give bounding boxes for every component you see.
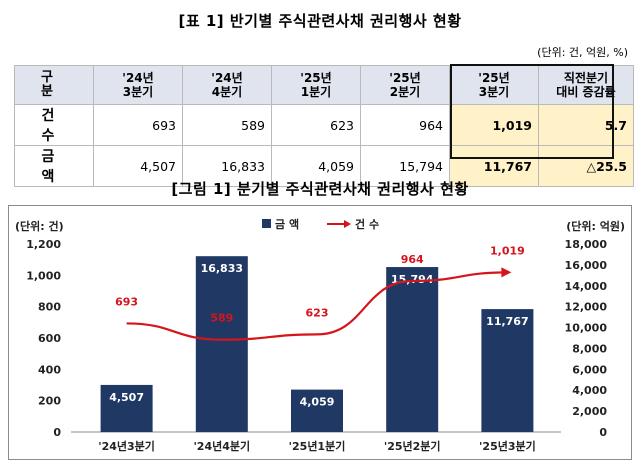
header-period: '25년 1분기 xyxy=(271,65,361,105)
row-label: 금 액 xyxy=(14,145,94,187)
right-tick-label: 12,000 xyxy=(565,301,608,314)
bar xyxy=(386,267,439,432)
summary-table: 구 분 '24년 3분기 '24년 4분기 '25년 1분기 '25년 2분기 '25년… xyxy=(14,65,634,187)
x-tick-label: '24년4분기 xyxy=(193,439,250,453)
header-period: '24년 4분기 xyxy=(182,65,272,105)
table-header-row: 구 분 '24년 3분기 '24년 4분기 '25년 1분기 '25년 2분기 '25년… xyxy=(14,65,634,105)
legend-line-arrow xyxy=(344,220,351,228)
line-label: 964 xyxy=(401,253,424,266)
bar xyxy=(195,256,248,432)
right-tick-label: 16,000 xyxy=(565,259,608,272)
right-tick-label: 2,000 xyxy=(572,405,607,418)
right-tick-label: 6,000 xyxy=(572,363,607,376)
chart-frame: (단위: 건) (단위: 억원) 0 200 400 600 800 1,000 1,200 0 2… xyxy=(8,205,632,460)
right-tick-label: 10,000 xyxy=(565,322,608,335)
table-cell: 16,833 xyxy=(182,145,272,187)
table-cell-change: 5.7 xyxy=(538,104,634,146)
left-tick-label: 800 xyxy=(38,301,61,314)
line-arrowhead xyxy=(501,267,512,278)
bar-label: 11,767 xyxy=(486,315,528,328)
bar-label: 16,833 xyxy=(201,262,243,275)
right-tick-label: 4,000 xyxy=(572,384,607,397)
table-cell-current: 1,019 xyxy=(449,104,539,146)
header-period-current: '25년 3분기 xyxy=(449,65,539,105)
combo-chart: (단위: 건) (단위: 억원) 0 200 400 600 800 1,000 1,200 0 2… xyxy=(15,217,625,453)
bar xyxy=(481,309,534,432)
table-cell: 623 xyxy=(271,104,361,146)
line-label: 1,019 xyxy=(490,244,525,257)
right-tick-label: 0 xyxy=(599,426,607,439)
left-tick-label: 600 xyxy=(38,332,61,345)
bar-label: 4,507 xyxy=(109,391,144,404)
table-cell-change: △25.5 xyxy=(538,145,634,187)
legend-line-label: 건 수 xyxy=(355,217,379,231)
bar xyxy=(291,389,343,432)
legend-bar-label: 금 액 xyxy=(275,218,299,231)
bar-label: 4,059 xyxy=(300,396,335,409)
table-cell: 693 xyxy=(93,104,183,146)
x-tick-label: '25년1분기 xyxy=(289,439,346,453)
table-row-amount: 금 액 4,507 16,833 4,059 15,794 11,767 △25… xyxy=(14,145,634,187)
right-axis-label: (단위: 억원) xyxy=(566,219,625,233)
table-title: [표 1] 반기별 주식관련사채 권리행사 현황 xyxy=(178,12,462,30)
left-tick-label: 0 xyxy=(53,426,61,439)
line-label: 693 xyxy=(115,295,138,308)
right-tick-label: 18,000 xyxy=(565,238,608,251)
x-tick-label: '24년3분기 xyxy=(98,439,155,453)
x-tick-label: '25년2분기 xyxy=(384,439,441,453)
figure-caption: [그림 1] 분기별 주식관련사채 권리행사 현황 xyxy=(171,180,469,198)
table-cell-current: 11,767 xyxy=(449,145,539,187)
header-period: '24년 3분기 xyxy=(93,65,183,105)
table-cell: 964 xyxy=(360,104,450,146)
line-label: 589 xyxy=(210,312,233,325)
table-row-count: 건 수 693 589 623 964 1,019 5.7 xyxy=(14,104,634,146)
x-tick-label: '25년3분기 xyxy=(479,439,536,453)
row-label: 건 수 xyxy=(14,104,94,146)
right-tick-label: 8,000 xyxy=(572,342,607,355)
unit-label: (단위: 건, 억원, %) xyxy=(537,46,628,59)
left-tick-label: 1,000 xyxy=(26,269,61,282)
bar xyxy=(100,384,153,432)
left-tick-label: 200 xyxy=(38,395,61,408)
left-tick-label: 400 xyxy=(38,363,61,376)
left-tick-label: 1,200 xyxy=(26,238,61,251)
series-line xyxy=(126,271,508,341)
header-gubun: 구 분 xyxy=(14,65,94,105)
table-cell: 589 xyxy=(182,104,272,146)
line-label: 623 xyxy=(306,306,329,319)
header-change: 직전분기 대비 증감률 xyxy=(538,65,634,105)
table-cell: 15,794 xyxy=(360,145,450,187)
table-cell: 4,059 xyxy=(271,145,361,187)
legend-bar-swatch xyxy=(262,219,271,228)
header-period: '25년 2분기 xyxy=(360,65,450,105)
left-axis-label: (단위: 건) xyxy=(15,219,64,233)
right-tick-label: 14,000 xyxy=(565,280,608,293)
